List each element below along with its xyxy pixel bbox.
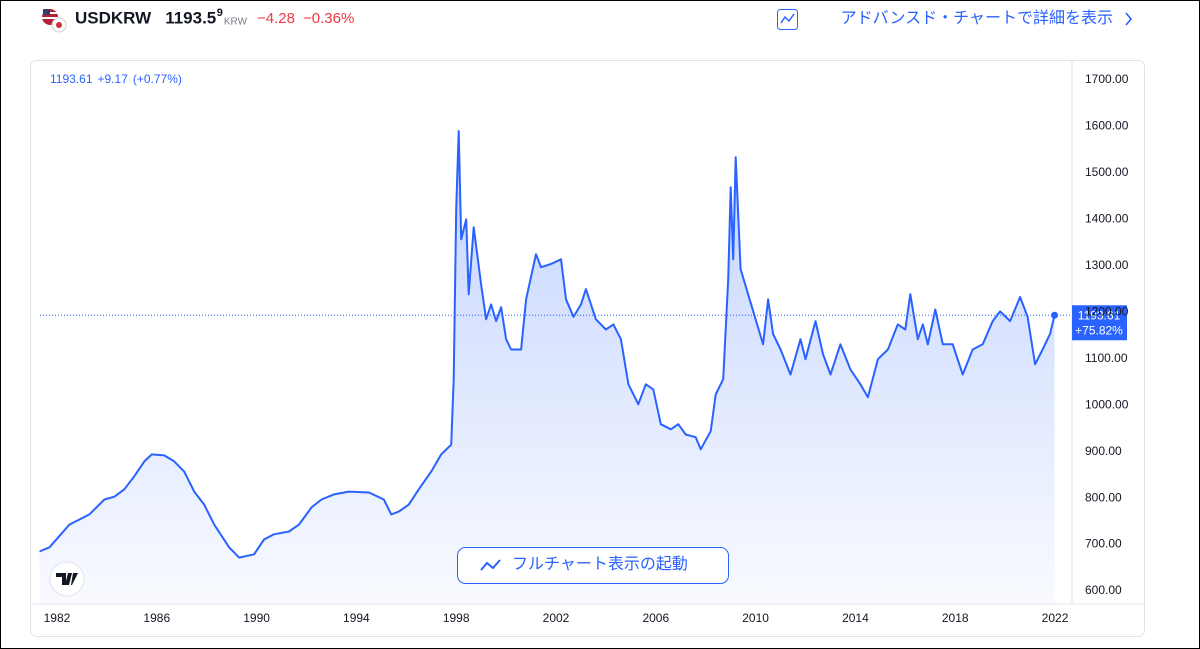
info-last: 1193.61 <box>50 72 93 86</box>
x-tick-label: 2002 <box>543 611 570 625</box>
x-tick-label: 1998 <box>443 611 470 625</box>
button-text[interactable]: フルチャート表示の起動 <box>512 555 688 573</box>
price-line <box>39 130 1056 559</box>
y-tick-label: 800.00 <box>1085 490 1122 504</box>
x-tick-label: 2018 <box>942 611 969 625</box>
overlay: 1193.61+75.82% フルチャート表示の起動 <box>49 305 1127 597</box>
last-price-box <box>1072 305 1127 341</box>
y-tick-label: 1000.00 <box>1085 397 1129 411</box>
price-pip: 9 <box>217 7 223 19</box>
link-text[interactable]: アドバンスド・チャートで詳細を表示 <box>841 9 1113 27</box>
button-icon <box>480 559 501 571</box>
y-tick-label: 600.00 <box>1085 583 1122 597</box>
plot <box>39 130 1072 604</box>
y-tick-label: 1700.00 <box>1085 72 1129 86</box>
full-chart-button[interactable]: フルチャート表示の起動 <box>457 547 729 584</box>
y-tick-label: 900.00 <box>1085 444 1122 458</box>
logo-mark <box>56 573 78 585</box>
area-fill <box>39 131 1055 604</box>
last-change-label: +75.82% <box>1075 323 1123 337</box>
currency: KRW <box>224 17 248 28</box>
x-tick-label: 1986 <box>143 611 170 625</box>
y-tick-label: 1600.00 <box>1085 119 1129 133</box>
tv-logo <box>49 561 85 597</box>
x-tick-label: 2010 <box>742 611 769 625</box>
advanced-chart-link[interactable]: アドバンスド・チャートで詳細を表示 <box>777 9 1133 30</box>
y-tick-label: 1400.00 <box>1085 212 1129 226</box>
flag-icon <box>42 9 67 33</box>
y-tick-label: 1100.00 <box>1085 351 1128 365</box>
link-chevron <box>1125 12 1133 26</box>
link-icon <box>777 9 798 30</box>
info-change-percent: (+0.77%) <box>133 72 182 86</box>
y-tick-label: 700.00 <box>1085 537 1122 551</box>
x-tick-label: 2022 <box>1042 611 1069 625</box>
last-price-label: 1193.61 <box>1078 308 1121 322</box>
x-tick-label: 1982 <box>44 611 71 625</box>
link-icon-line <box>780 13 795 24</box>
y-tick-label: 1300.00 <box>1085 258 1129 272</box>
button-box <box>457 547 729 584</box>
x-tick-label: 2014 <box>842 611 869 625</box>
symbol: USDKRW <box>75 8 152 27</box>
y-tick-label: 1200.00 <box>1085 304 1129 318</box>
x-tick-label: 1990 <box>243 611 270 625</box>
info-change: +9.17 <box>98 72 129 86</box>
price: 1193.5 <box>165 8 216 27</box>
change-percent: −0.36% <box>303 10 354 27</box>
change: −4.28 <box>257 10 295 27</box>
y-tick-label: 1500.00 <box>1085 165 1129 179</box>
last-point <box>1051 311 1059 319</box>
x-tick-label: 2006 <box>642 611 669 625</box>
x-tick-label: 1994 <box>343 611 370 625</box>
